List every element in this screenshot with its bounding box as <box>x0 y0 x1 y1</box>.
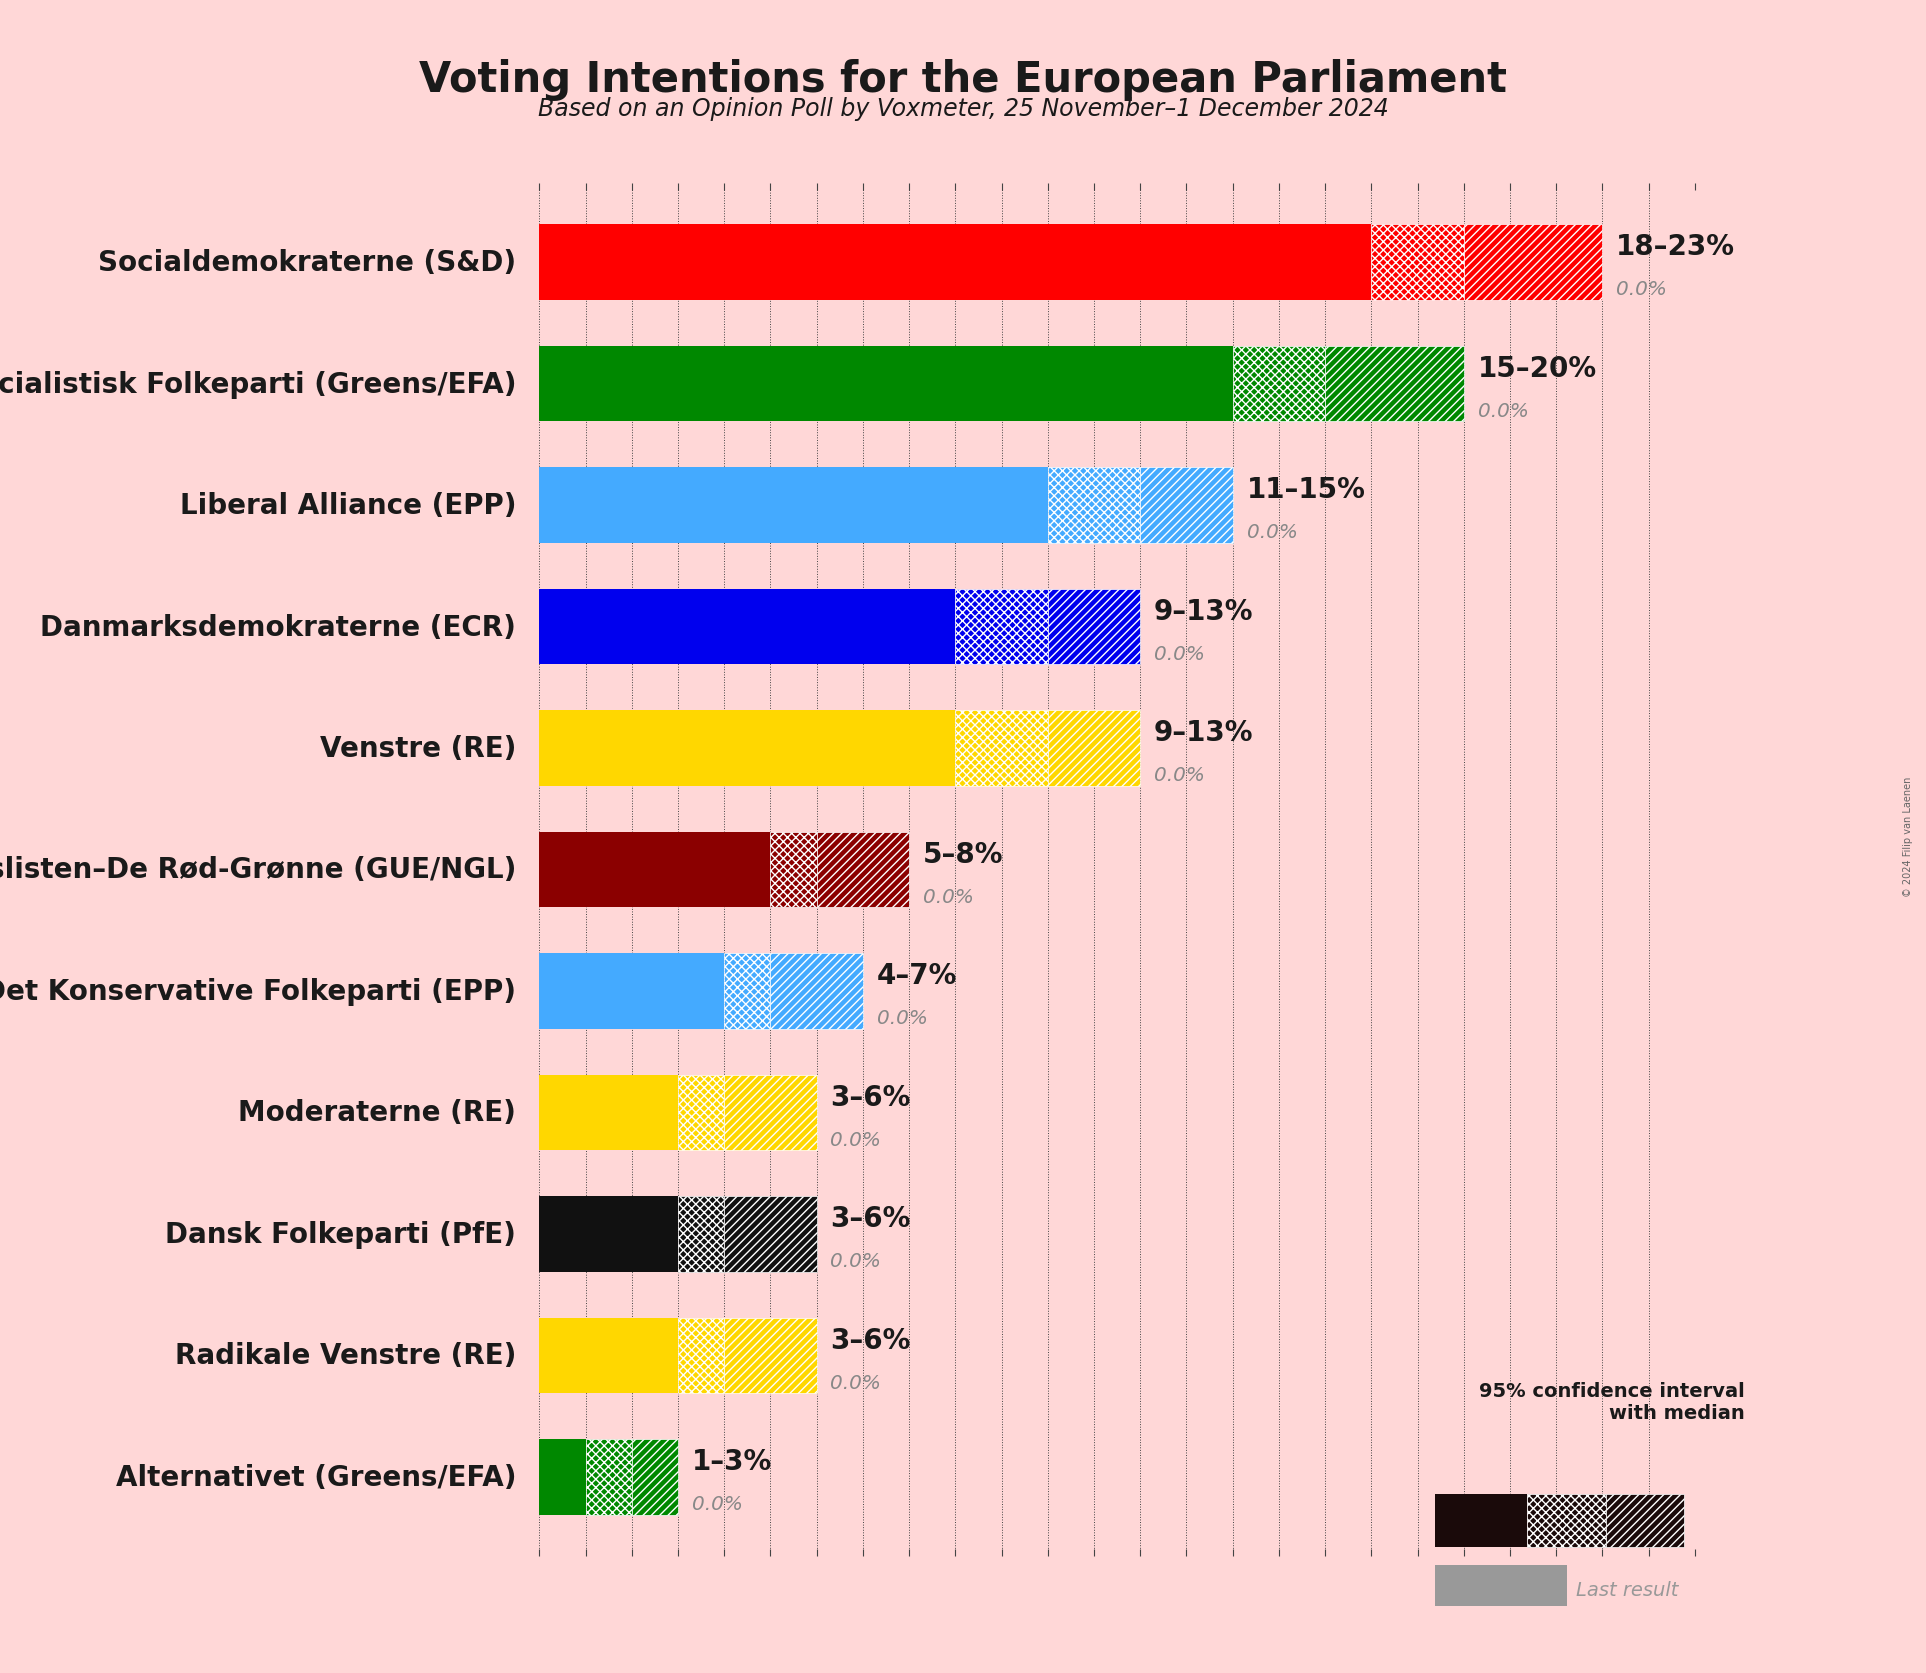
Bar <box>1527 1494 1606 1548</box>
Text: 3–6%: 3–6% <box>830 1082 911 1111</box>
Text: 11–15%: 11–15% <box>1246 477 1366 504</box>
Text: 95% confidence interval
with median: 95% confidence interval with median <box>1479 1382 1745 1422</box>
Text: Socialdemokraterne (S&D): Socialdemokraterne (S&D) <box>98 249 516 278</box>
Bar <box>539 1318 678 1394</box>
Text: 1–3%: 1–3% <box>691 1447 772 1476</box>
Bar <box>539 954 724 1029</box>
Bar <box>586 1439 632 1514</box>
Text: 0.0%: 0.0% <box>1154 766 1206 785</box>
Bar <box>539 589 955 664</box>
Bar <box>1140 468 1233 544</box>
Bar <box>539 346 1233 422</box>
Bar <box>1606 1494 1685 1548</box>
Text: 0.0%: 0.0% <box>1616 279 1668 299</box>
Bar <box>955 589 1048 664</box>
Text: Based on an Opinion Poll by Voxmeter, 25 November–1 December 2024: Based on an Opinion Poll by Voxmeter, 25… <box>537 97 1389 120</box>
Bar <box>539 1196 678 1271</box>
Bar <box>770 833 817 907</box>
Text: Enhedslisten–De Rød-Grønne (GUE/NGL): Enhedslisten–De Rød-Grønne (GUE/NGL) <box>0 857 516 883</box>
Text: Socialistisk Folkeparti (Greens/EFA): Socialistisk Folkeparti (Greens/EFA) <box>0 370 516 398</box>
Text: 15–20%: 15–20% <box>1477 355 1597 383</box>
Text: 0.0%: 0.0% <box>691 1494 743 1512</box>
Bar <box>1435 1564 1566 1606</box>
Bar <box>539 833 770 907</box>
Text: 0.0%: 0.0% <box>830 1129 882 1149</box>
Bar <box>770 954 863 1029</box>
Bar <box>1048 468 1140 544</box>
Text: 4–7%: 4–7% <box>876 962 957 989</box>
Bar <box>1048 589 1140 664</box>
Text: 0.0%: 0.0% <box>830 1374 882 1392</box>
Text: Danmarksdemokraterne (ECR): Danmarksdemokraterne (ECR) <box>40 614 516 641</box>
Text: Moderaterne (RE): Moderaterne (RE) <box>239 1099 516 1126</box>
Bar <box>724 1318 817 1394</box>
Text: 9–13%: 9–13% <box>1154 719 1254 746</box>
Bar <box>678 1318 724 1394</box>
Bar <box>955 711 1048 786</box>
Bar <box>1325 346 1464 422</box>
Text: Dansk Folkeparti (PfE): Dansk Folkeparti (PfE) <box>166 1220 516 1248</box>
Text: Det Konservative Folkeparti (EPP): Det Konservative Folkeparti (EPP) <box>0 977 516 1005</box>
Text: © 2024 Filip van Laenen: © 2024 Filip van Laenen <box>1903 776 1913 897</box>
Text: 0.0%: 0.0% <box>1246 524 1298 542</box>
Text: 0.0%: 0.0% <box>1154 644 1206 664</box>
Bar <box>678 1076 724 1151</box>
Bar <box>1233 346 1325 422</box>
Text: 5–8%: 5–8% <box>923 840 1003 868</box>
Text: 9–13%: 9–13% <box>1154 597 1254 626</box>
Bar <box>632 1439 678 1514</box>
Text: 0.0%: 0.0% <box>830 1251 882 1270</box>
Bar <box>817 833 909 907</box>
Bar <box>724 954 770 1029</box>
Text: Radikale Venstre (RE): Radikale Venstre (RE) <box>175 1342 516 1370</box>
Bar <box>539 468 1048 544</box>
Bar <box>1435 1494 1527 1548</box>
Text: Last result: Last result <box>1575 1579 1679 1599</box>
Text: Voting Intentions for the European Parliament: Voting Intentions for the European Parli… <box>420 59 1506 100</box>
Text: 18–23%: 18–23% <box>1616 233 1735 261</box>
Bar <box>539 711 955 786</box>
Bar <box>539 1076 678 1151</box>
Bar <box>1048 711 1140 786</box>
Bar <box>1464 226 1602 301</box>
Text: 3–6%: 3–6% <box>830 1205 911 1233</box>
Text: 3–6%: 3–6% <box>830 1325 911 1353</box>
Bar <box>539 226 1371 301</box>
Bar <box>724 1196 817 1271</box>
Bar <box>1371 226 1464 301</box>
Bar <box>724 1076 817 1151</box>
Text: 0.0%: 0.0% <box>876 1009 928 1027</box>
Text: Venstre (RE): Venstre (RE) <box>320 734 516 763</box>
Text: 0.0%: 0.0% <box>1477 402 1529 420</box>
Text: Alternativet (Greens/EFA): Alternativet (Greens/EFA) <box>116 1462 516 1491</box>
Text: Liberal Alliance (EPP): Liberal Alliance (EPP) <box>179 492 516 520</box>
Bar <box>539 1439 586 1514</box>
Bar <box>678 1196 724 1271</box>
Text: 0.0%: 0.0% <box>923 887 975 907</box>
